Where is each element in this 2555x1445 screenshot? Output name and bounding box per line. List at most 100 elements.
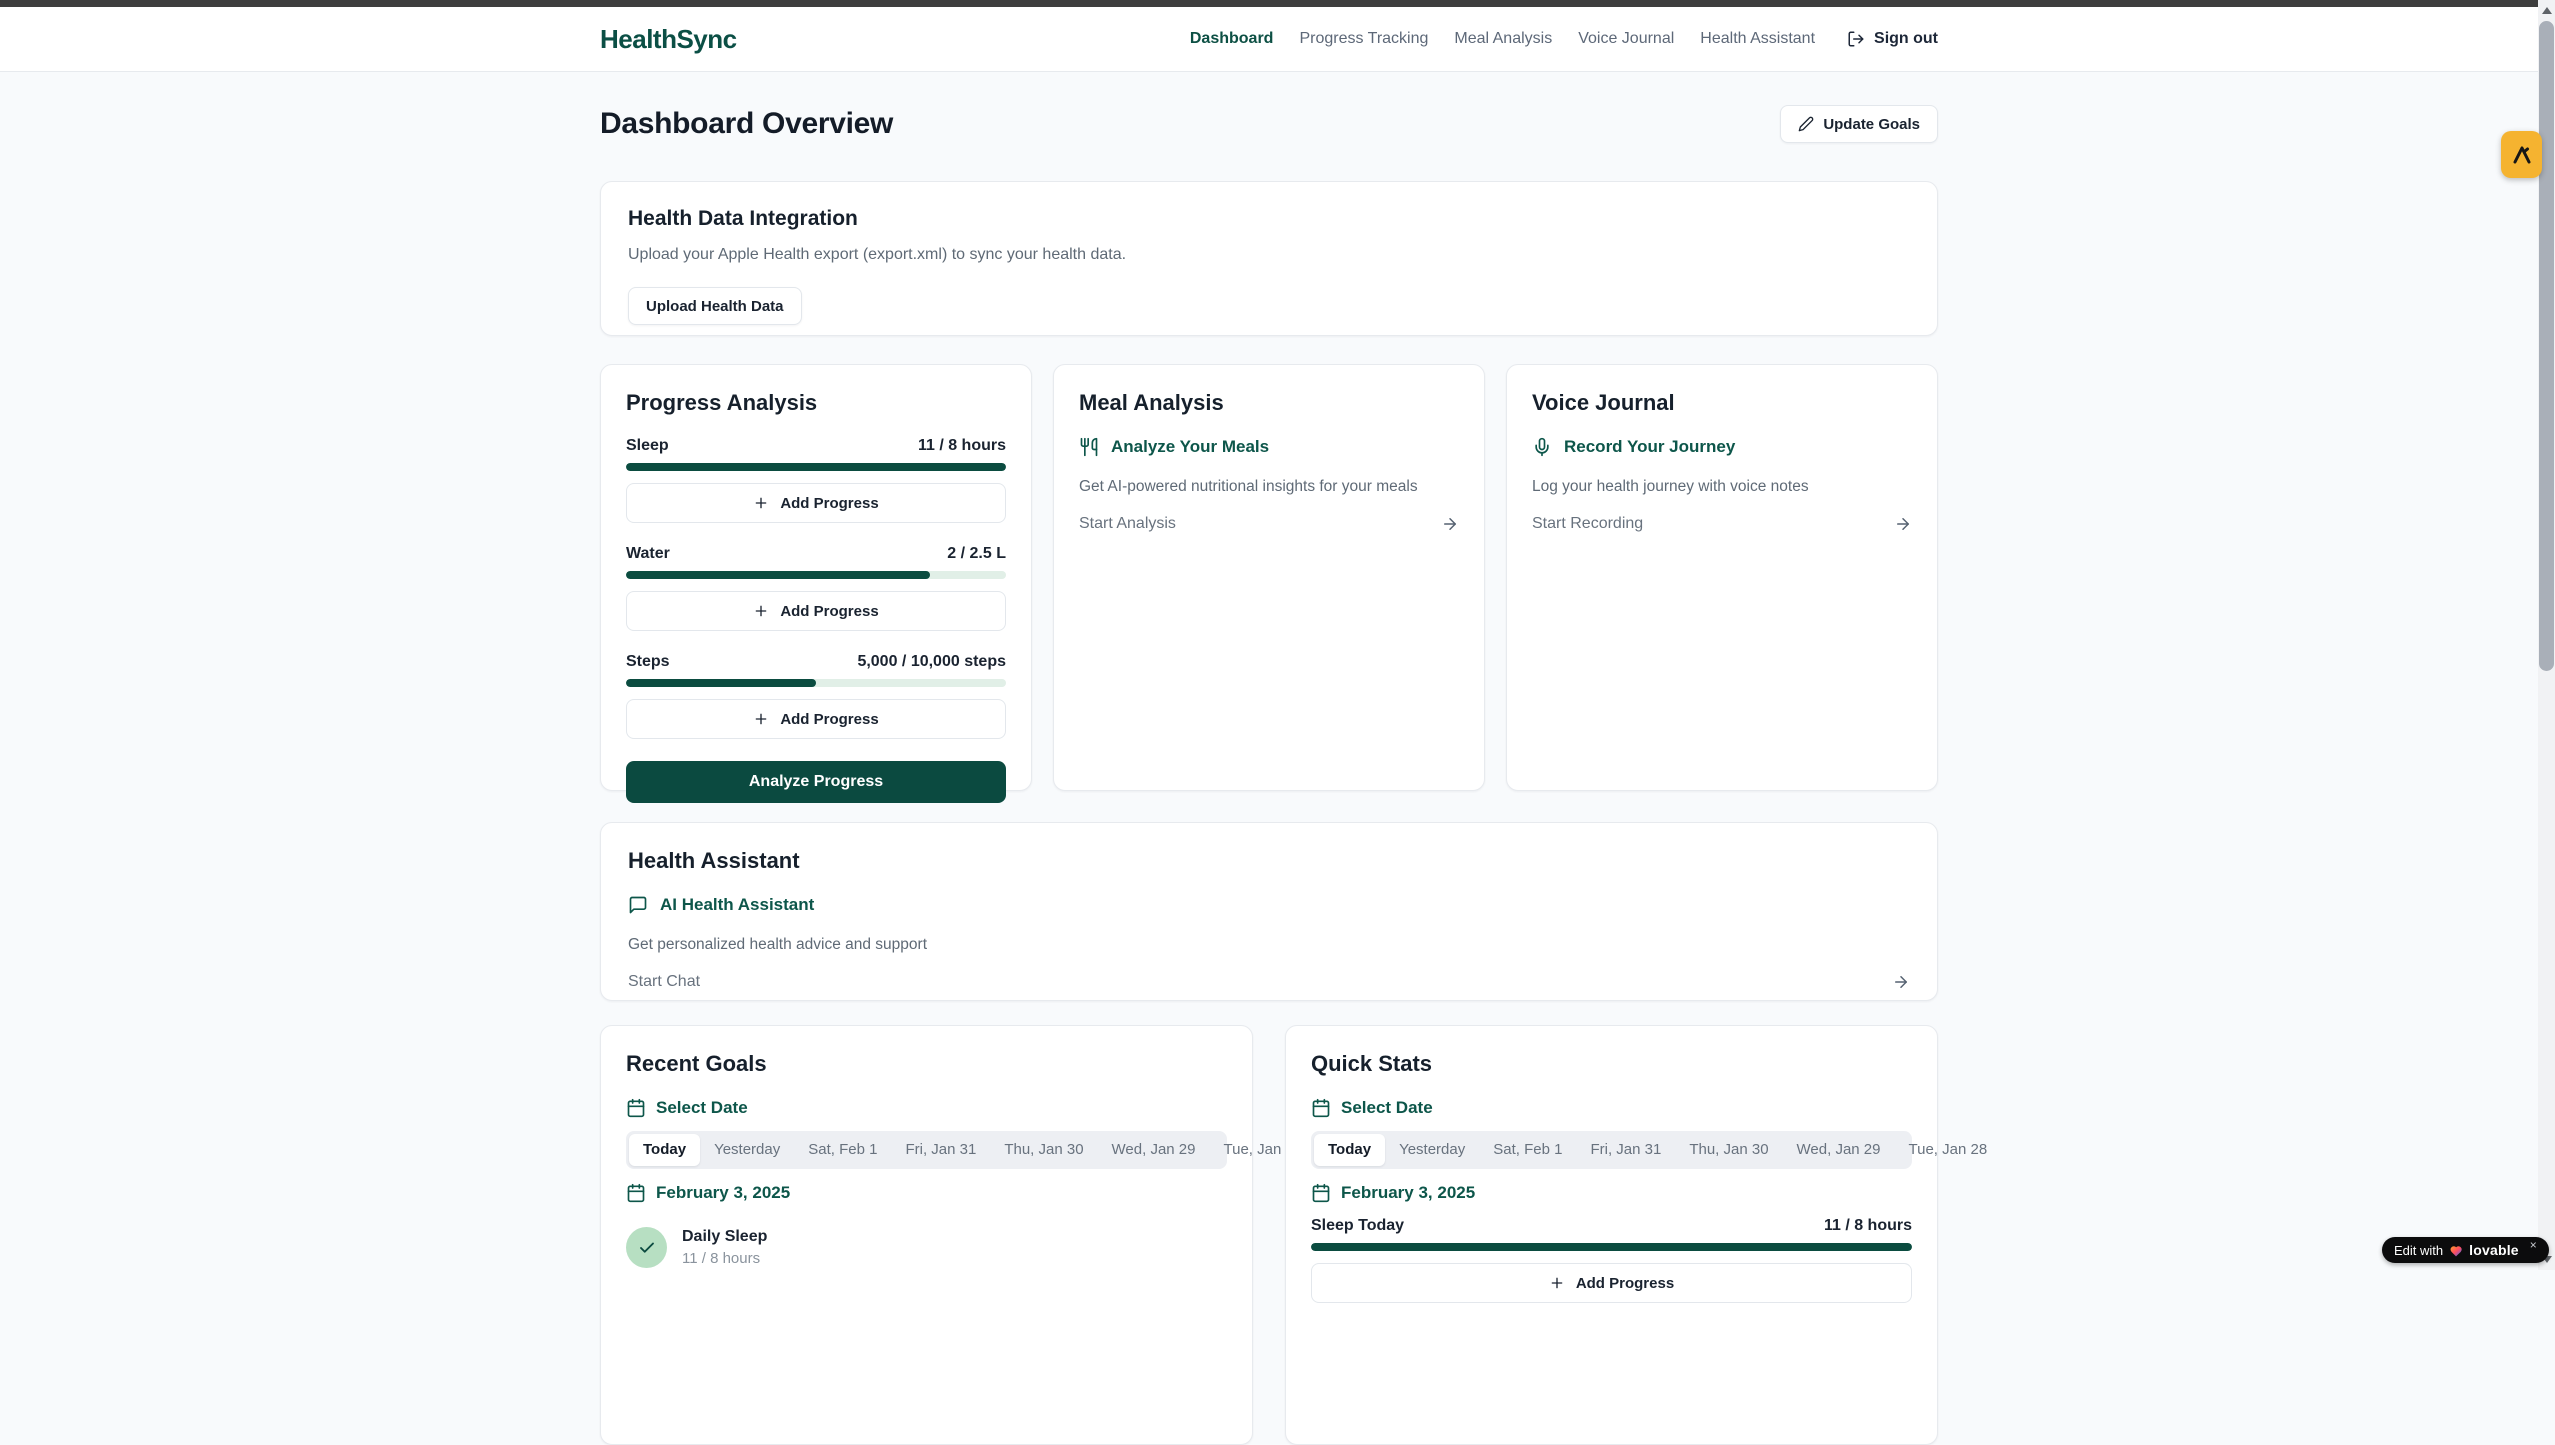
metric-label: Water: [626, 545, 670, 562]
plus-icon: [753, 495, 769, 511]
tab-sat-feb-1[interactable]: Sat, Feb 1: [808, 1141, 878, 1158]
edit-with-lovable-badge[interactable]: Edit with lovable ×: [2382, 1237, 2549, 1263]
card-title: Voice Journal: [1532, 390, 1675, 415]
upload-health-data-button[interactable]: Upload Health Data: [628, 287, 802, 325]
date-tab-bar: Today Yesterday Sat, Feb 1 Fri, Jan 31 T…: [626, 1131, 1302, 1169]
tab-tue-jan-28[interactable]: Tue, Jan 28: [1223, 1141, 1303, 1158]
nav-link-meal-analysis[interactable]: Meal Analysis: [1454, 30, 1553, 47]
progress-bar-sleep-today: [1311, 1243, 1912, 1251]
card-description: Log your health journey with voice notes: [1532, 478, 1809, 495]
plus-icon: [753, 711, 769, 727]
goal-completed-check-icon: [626, 1227, 667, 1268]
update-goals-button[interactable]: Update Goals: [1780, 105, 1938, 143]
metric-water: Water 2 / 2.5 L Add Progress: [626, 545, 1006, 631]
tab-thu-jan-30[interactable]: Thu, Jan 30: [1689, 1141, 1769, 1158]
scrollbar-thumb[interactable]: [2539, 21, 2554, 671]
card-title: Quick Stats: [1311, 1051, 1433, 1076]
heart-icon: [2449, 1244, 2463, 1257]
start-recording-action[interactable]: Start Recording: [1532, 515, 1912, 533]
metric-value: 11 / 8 hours: [917, 437, 1006, 454]
app-logo: HealthSync: [600, 23, 737, 54]
date-tab-bar: Today Yesterday Sat, Feb 1 Fri, Jan 31 T…: [1311, 1131, 1987, 1169]
scrollbar-up-arrow[interactable]: [2538, 2, 2555, 19]
page-title: Dashboard Overview: [600, 107, 894, 140]
tab-wed-jan-29[interactable]: Wed, Jan 29: [1796, 1141, 1881, 1158]
progress-bar-steps: [626, 679, 1006, 687]
close-icon[interactable]: ×: [2529, 1238, 2537, 1252]
ai-health-assistant-link[interactable]: AI Health Assistant: [628, 895, 1910, 915]
arrow-right-icon: [1894, 515, 1912, 533]
card-title: Progress Analysis: [626, 390, 818, 415]
plus-icon: [753, 603, 769, 619]
lovable-logo-icon: [2510, 143, 2534, 167]
sign-out-label: Sign out: [1874, 30, 1938, 47]
selected-date: February 3, 2025: [626, 1183, 1227, 1203]
stat-value: 11 / 8 hours: [1823, 1217, 1912, 1234]
card-description: Upload your Apple Health export (export.…: [628, 246, 1127, 263]
calendar-icon: [1311, 1183, 1331, 1203]
lovable-dev-badge[interactable]: [2501, 131, 2542, 178]
navbar: HealthSync Dashboard Progress Tracking M…: [0, 7, 2538, 72]
nav-link-health-assistant[interactable]: Health Assistant: [1700, 30, 1816, 47]
analyze-progress-button[interactable]: Analyze Progress: [626, 761, 1006, 803]
tab-wed-jan-29[interactable]: Wed, Jan 29: [1111, 1141, 1196, 1158]
metric-sleep: Sleep 11 / 8 hours Add Progress: [626, 437, 1006, 523]
selected-date: February 3, 2025: [1311, 1183, 1912, 1203]
metric-label: Sleep: [626, 437, 669, 454]
card-description: Get AI-powered nutritional insights for …: [1079, 478, 1418, 495]
pencil-icon: [1798, 116, 1814, 132]
metric-value: 5,000 / 10,000 steps: [857, 653, 1006, 670]
add-progress-steps-button[interactable]: Add Progress: [626, 699, 1006, 739]
tab-sat-feb-1[interactable]: Sat, Feb 1: [1493, 1141, 1563, 1158]
record-your-journey-link[interactable]: Record Your Journey: [1532, 437, 1912, 457]
select-date-button[interactable]: Select Date: [1311, 1098, 1912, 1118]
microphone-icon: [1532, 437, 1552, 457]
tab-thu-jan-30[interactable]: Thu, Jan 30: [1004, 1141, 1084, 1158]
arrow-right-icon: [1441, 515, 1459, 533]
tab-yesterday[interactable]: Yesterday: [1399, 1141, 1466, 1158]
tab-tue-jan-28[interactable]: Tue, Jan 28: [1908, 1141, 1988, 1158]
tab-yesterday[interactable]: Yesterday: [714, 1141, 781, 1158]
recent-goals-card: Recent Goals Select Date Today Yesterday…: [600, 1025, 1302, 1445]
health-assistant-card: Health Assistant AI Health Assistant Get…: [600, 822, 1938, 1001]
nav-link-dashboard[interactable]: Dashboard: [1189, 30, 1274, 47]
voice-journal-card: Voice Journal Record Your Journey Log yo…: [1506, 364, 1938, 791]
plus-icon: [1549, 1275, 1565, 1291]
utensils-icon: [1079, 437, 1099, 457]
health-data-integration-card: Health Data Integration Upload your Appl…: [600, 181, 1938, 336]
add-progress-sleep-button[interactable]: Add Progress: [626, 483, 1006, 523]
window-top-strip: [0, 0, 2538, 7]
add-progress-water-button[interactable]: Add Progress: [626, 591, 1006, 631]
tab-fri-jan-31[interactable]: Fri, Jan 31: [1590, 1141, 1662, 1158]
metric-steps: Steps 5,000 / 10,000 steps Add Progress: [626, 653, 1006, 739]
analyze-your-meals-link[interactable]: Analyze Your Meals: [1079, 437, 1459, 457]
start-analysis-action[interactable]: Start Analysis: [1079, 515, 1459, 533]
add-progress-button[interactable]: Add Progress: [1311, 1263, 1912, 1303]
progress-bar-sleep: [626, 463, 1006, 471]
progress-analysis-card: Progress Analysis Sleep 11 / 8 hours Add…: [600, 364, 1032, 803]
calendar-icon: [626, 1183, 646, 1203]
card-title: Health Assistant: [628, 848, 800, 873]
select-date-button[interactable]: Select Date: [626, 1098, 1227, 1118]
tab-today[interactable]: Today: [1314, 1134, 1386, 1166]
goal-name: Daily Sleep: [682, 1228, 768, 1245]
goal-item-daily-sleep: Daily Sleep 11 / 8 hours: [626, 1227, 1227, 1268]
nav-link-progress-tracking[interactable]: Progress Tracking: [1299, 30, 1429, 47]
log-out-icon: [1847, 30, 1865, 48]
progress-bar-water: [626, 571, 1006, 579]
goal-value: 11 / 8 hours: [682, 1250, 761, 1267]
start-chat-action[interactable]: Start Chat: [628, 973, 1910, 991]
card-title: Health Data Integration: [628, 207, 858, 230]
scrollbar-down-arrow[interactable]: [2538, 1251, 2555, 1268]
nav-link-voice-journal[interactable]: Voice Journal: [1578, 30, 1675, 47]
message-square-icon: [628, 895, 648, 915]
tab-fri-jan-31[interactable]: Fri, Jan 31: [905, 1141, 977, 1158]
sign-out-button[interactable]: Sign out: [1847, 30, 1938, 48]
scrollbar[interactable]: [2538, 0, 2555, 1270]
metric-value: 2 / 2.5 L: [947, 545, 1006, 562]
stat-label: Sleep Today: [1311, 1217, 1405, 1234]
main-content: Dashboard Overview Update Goals Health D…: [600, 72, 1987, 1445]
quick-stats-card: Quick Stats Select Date Today Yesterday …: [1285, 1025, 1987, 1445]
tab-today[interactable]: Today: [629, 1134, 701, 1166]
calendar-icon: [626, 1098, 646, 1118]
